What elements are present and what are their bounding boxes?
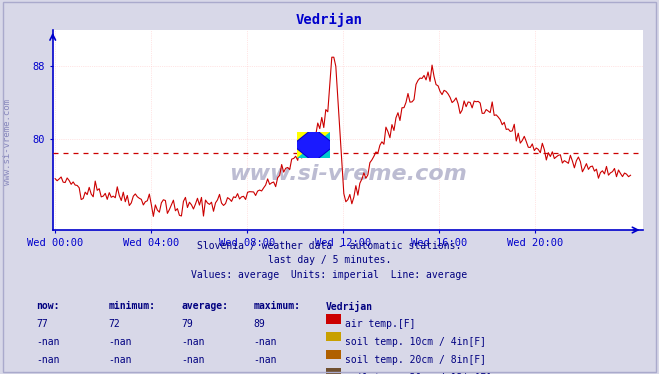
Text: 89: 89 (254, 319, 266, 329)
Text: -nan: -nan (254, 355, 277, 365)
Text: soil temp. 10cm / 4in[F]: soil temp. 10cm / 4in[F] (345, 337, 486, 347)
Text: 72: 72 (109, 319, 121, 329)
Text: Vedrijan: Vedrijan (296, 13, 363, 27)
Text: 77: 77 (36, 319, 48, 329)
Text: last day / 5 minutes.: last day / 5 minutes. (268, 255, 391, 266)
Text: -nan: -nan (36, 337, 60, 347)
Text: -nan: -nan (109, 373, 132, 374)
Text: maximum:: maximum: (254, 301, 301, 311)
Text: www.si-vreme.com: www.si-vreme.com (229, 164, 467, 184)
Text: Vedrijan: Vedrijan (326, 301, 373, 312)
Text: 79: 79 (181, 319, 193, 329)
Polygon shape (297, 132, 330, 158)
Text: -nan: -nan (109, 337, 132, 347)
Text: soil temp. 30cm / 12in[F]: soil temp. 30cm / 12in[F] (345, 373, 492, 374)
Text: -nan: -nan (181, 337, 205, 347)
Polygon shape (297, 132, 330, 158)
Text: soil temp. 20cm / 8in[F]: soil temp. 20cm / 8in[F] (345, 355, 486, 365)
Text: -nan: -nan (109, 355, 132, 365)
Text: www.si-vreme.com: www.si-vreme.com (3, 99, 13, 185)
Text: now:: now: (36, 301, 60, 311)
Text: average:: average: (181, 301, 228, 311)
Text: -nan: -nan (254, 373, 277, 374)
Text: -nan: -nan (181, 355, 205, 365)
Text: -nan: -nan (36, 373, 60, 374)
Text: minimum:: minimum: (109, 301, 156, 311)
Text: Values: average  Units: imperial  Line: average: Values: average Units: imperial Line: av… (191, 270, 468, 280)
Text: -nan: -nan (36, 355, 60, 365)
Text: Slovenia / weather data - automatic stations.: Slovenia / weather data - automatic stat… (197, 241, 462, 251)
Polygon shape (297, 132, 330, 158)
Polygon shape (297, 132, 330, 158)
Text: air temp.[F]: air temp.[F] (345, 319, 415, 329)
Text: -nan: -nan (181, 373, 205, 374)
Text: -nan: -nan (254, 337, 277, 347)
